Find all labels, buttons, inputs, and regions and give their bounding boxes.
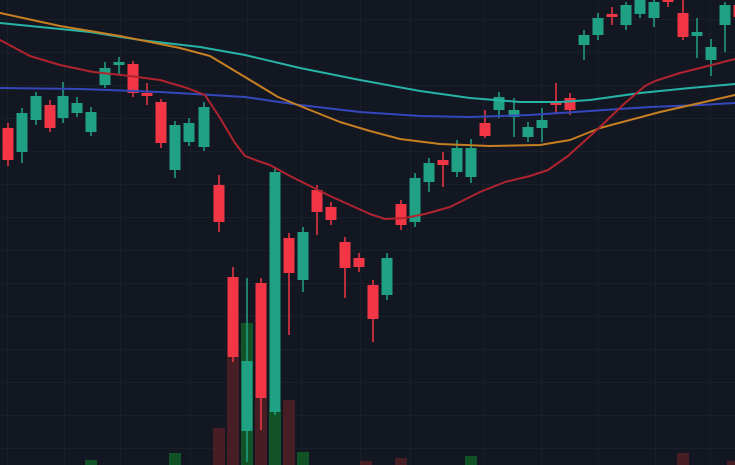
candle-body: [311, 190, 323, 212]
volume-bar: [465, 456, 477, 465]
candle-body: [381, 258, 393, 295]
candle-body: [662, 0, 674, 2]
ma-orange-line: [0, 12, 735, 147]
candle-body: [169, 125, 181, 170]
volume-bar: [213, 428, 225, 465]
candle-body: [395, 204, 407, 225]
candle-body: [2, 128, 14, 160]
candle-body: [550, 102, 562, 105]
candle-body: [536, 120, 548, 128]
candle-body: [155, 102, 167, 143]
candle-body: [465, 148, 477, 177]
candle-body: [493, 97, 505, 110]
candle-body: [409, 178, 421, 222]
volume-bar: [677, 453, 689, 465]
candle-body: [691, 32, 703, 36]
candle-body: [325, 207, 337, 220]
candle-body: [423, 163, 435, 182]
candle-body: [16, 113, 28, 152]
candle-body: [508, 110, 520, 117]
candle-body: [719, 5, 731, 25]
candle-body: [44, 105, 56, 128]
candle-body: [99, 68, 111, 85]
candle-body: [127, 64, 139, 93]
candle-body: [451, 148, 463, 172]
candle-body: [592, 18, 604, 35]
candle-body: [141, 93, 153, 96]
candle-body: [198, 107, 210, 147]
candle-body: [213, 185, 225, 222]
candle-body: [479, 123, 491, 136]
candle-body: [733, 5, 735, 17]
candle-body: [437, 160, 449, 165]
candle-body: [634, 0, 646, 14]
candle-body: [648, 2, 660, 18]
volume-bar: [269, 410, 281, 465]
volume-bar: [360, 461, 372, 465]
volume-bar: [395, 458, 407, 465]
candle-body: [578, 35, 590, 45]
candle-body: [522, 127, 534, 137]
candle-body: [30, 96, 42, 120]
candle-body: [677, 13, 689, 37]
candle-body: [71, 103, 83, 113]
candle-body: [255, 283, 267, 398]
candle-body: [57, 96, 69, 118]
ma-red-line: [0, 39, 735, 220]
volume-bar: [727, 461, 735, 465]
candle-body: [85, 112, 97, 132]
candle-body: [564, 98, 576, 110]
candle-body: [183, 123, 195, 142]
candle-body: [367, 285, 379, 319]
candle-body: [339, 242, 351, 268]
candle-body: [241, 361, 253, 431]
candle-body: [227, 277, 239, 357]
candle-body: [705, 47, 717, 60]
candle-body: [353, 258, 365, 267]
candle-body: [297, 232, 309, 280]
volume-bar: [85, 460, 97, 465]
candle-body: [620, 5, 632, 25]
candle-body: [269, 172, 281, 412]
candle-body: [283, 238, 295, 273]
volume-bar: [255, 398, 267, 465]
candle-body: [606, 14, 618, 17]
volume-bar: [227, 357, 239, 465]
candle-body: [113, 62, 125, 65]
volume-bar: [297, 452, 309, 465]
ma-blue-line: [0, 87, 735, 118]
volume-bar: [169, 453, 181, 465]
volume-bar: [283, 400, 295, 465]
